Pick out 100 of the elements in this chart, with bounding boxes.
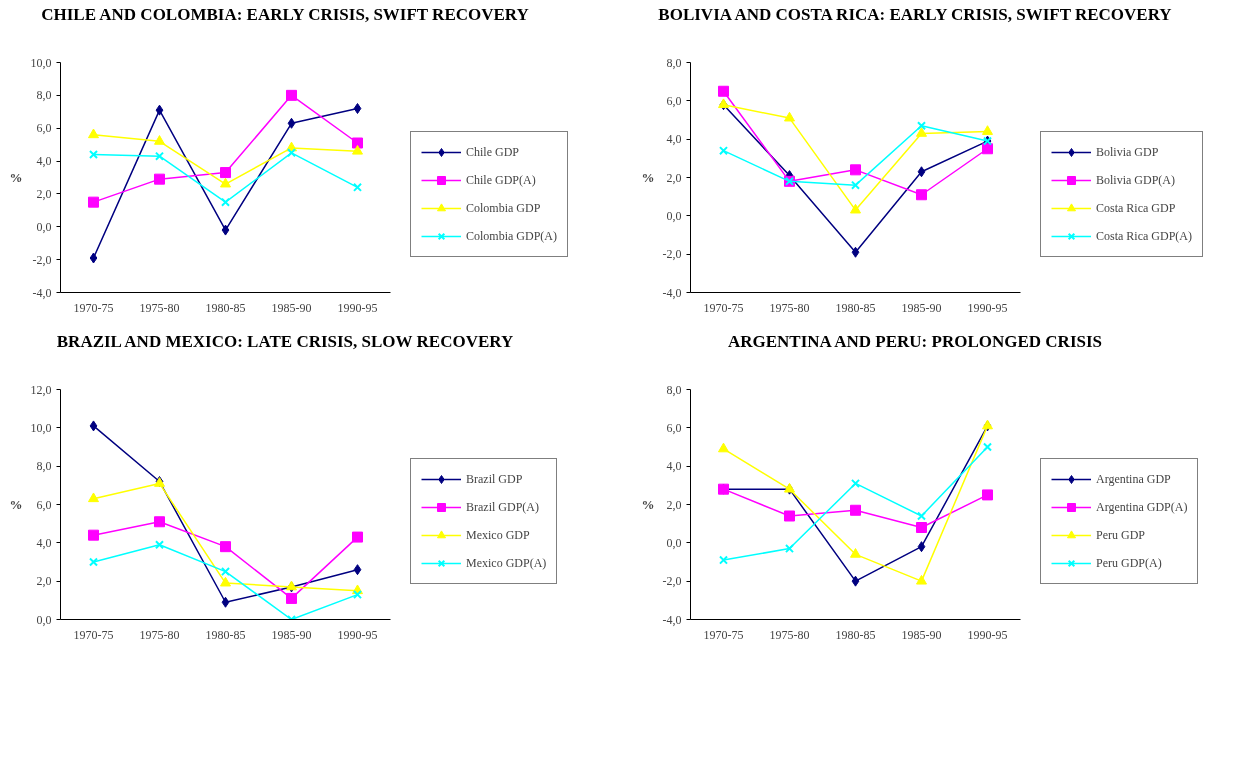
point [718,555,729,565]
y-tick-label: 0,0 [36,612,52,627]
point [916,574,927,585]
point [917,166,926,178]
x-tick-label: 1980-85 [835,627,876,642]
point [154,540,165,550]
point [286,592,297,604]
point [982,489,993,501]
y-tick-label: -2,0 [32,252,52,267]
point [352,182,363,192]
point [154,135,165,145]
point [352,144,363,155]
point [850,164,861,176]
y-tick-label: 4,0 [666,459,682,474]
legend-label: Chile GDP [466,144,520,160]
point [353,564,362,576]
legend-label: Mexico GDP [466,527,530,543]
y-tick-label: 6,0 [666,420,682,435]
y-tick-label: 0,0 [36,219,52,234]
x-tick-label: 1985-90 [901,627,942,642]
point [916,127,927,137]
point [916,189,927,201]
point [784,111,795,122]
x-tick-label: 1985-90 [901,300,942,315]
y-tick-label: 4,0 [36,154,52,169]
legend-label: Peru GDP [1096,527,1146,543]
y-tick-label: 10,0 [30,55,52,70]
y-tick-label: 4,0 [666,132,682,147]
y-tick-label: 2,0 [666,170,682,185]
y-tick-label: 8,0 [666,55,682,70]
x-tick-label: 1985-90 [271,627,312,642]
x-tick-label: 1975-80 [139,627,180,642]
y-axis-title: % [641,170,655,185]
y-tick-label: 6,0 [36,497,52,512]
point [784,510,795,522]
legend-label: Mexico GDP(A) [466,555,547,571]
point [353,103,362,114]
point [88,128,99,139]
chart-title: BRAZIL AND MEXICO: LATE CRISIS, SLOW RECOVERY [56,332,514,352]
y-axis-title: % [9,497,23,512]
point [221,596,230,608]
point [89,252,98,264]
legend-label: Colombia GDP(A) [466,228,557,244]
x-tick-label: 1970-75 [73,627,114,642]
legend-label: Bolivia GDP(A) [1096,172,1175,188]
point [88,149,99,160]
point [916,511,927,521]
point [352,531,363,543]
point [851,246,860,258]
y-tick-label: 2,0 [666,497,682,512]
point [917,541,926,553]
y-axis-title: % [9,170,23,185]
point [88,196,99,208]
chart-title: CHILE AND COLOMBIA: EARLY CRISIS, SWIFT RECOVERY [41,5,529,25]
x-tick-label: 1970-75 [73,300,114,315]
point [286,148,297,158]
point [154,516,165,528]
point [718,442,729,453]
point [220,177,231,188]
x-tick-label: 1975-80 [139,300,180,315]
y-tick-label: -4,0 [662,612,682,627]
point [89,420,98,432]
point [88,557,99,567]
point [352,137,363,149]
legend-label: Bolivia GDP [1096,144,1159,160]
legend-label: Chile GDP(A) [466,172,536,188]
point [88,529,99,541]
y-tick-label: 12,0 [30,382,52,397]
legend-label: Costa Rica GDP [1096,200,1176,216]
y-tick-label: 6,0 [36,121,52,136]
point [220,197,231,207]
point [784,544,795,554]
legend-label: Costa Rica GDP(A) [1096,228,1192,244]
point [154,173,165,185]
point [220,576,231,587]
point [718,146,729,156]
point [916,121,927,131]
point [287,117,296,129]
chart-title: ARGENTINA AND PERU: PROLONGED CRISIS [727,332,1103,352]
point [982,125,993,135]
point [88,492,99,503]
legend-label: Brazil GDP [466,471,523,487]
point [982,442,993,452]
legend-label: Peru GDP(A) [1096,555,1162,571]
y-tick-label: 8,0 [666,382,682,397]
x-tick-label: 1980-85 [835,300,876,315]
legend-label: Argentina GDP [1096,471,1171,487]
x-tick-label: 1985-90 [271,300,312,315]
y-tick-label: 2,0 [36,186,52,201]
y-tick-label: 6,0 [666,93,682,108]
point [982,143,993,155]
x-tick-label: 1975-80 [769,627,810,642]
point [286,89,297,101]
x-tick-label: 1990-95 [337,300,378,315]
point [221,224,230,236]
point [352,590,363,600]
point [220,541,231,553]
y-axis-title: % [641,497,655,512]
point [851,575,860,587]
chart-title: BOLIVIA AND COSTA RICA: EARLY CRISIS, SWIFT RECOVERY [658,5,1172,25]
